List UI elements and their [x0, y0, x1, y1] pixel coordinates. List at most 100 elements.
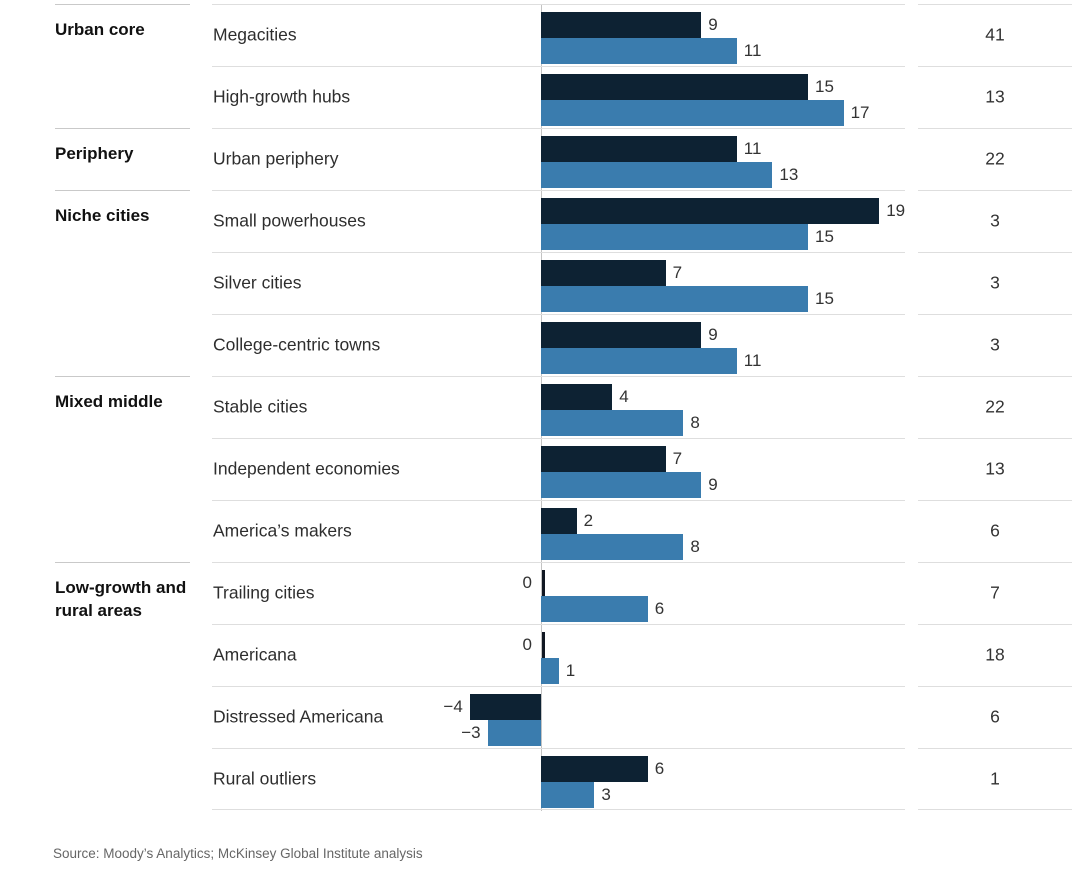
group-label: Mixed middle — [55, 392, 163, 411]
chart-row-plot: Trailing cities 0 6 — [212, 562, 905, 624]
category-label: Distressed Americana — [213, 706, 384, 727]
bar-value-label: 11 — [743, 139, 762, 158]
dark-navy-series-bar — [541, 198, 880, 224]
right-value-cell: 41 — [905, 4, 1080, 66]
dark-navy-series-bar — [541, 260, 666, 286]
bar-value-label: 11 — [743, 351, 762, 370]
right-value: 3 — [990, 272, 1000, 293]
chart-row: Low-growth and rural areas Trailing citie… — [0, 562, 1080, 624]
category-label: College-centric towns — [213, 334, 381, 355]
chart-row-plot: High-growth hubs 15 17 — [212, 66, 905, 128]
group-label: Periphery — [55, 144, 134, 163]
dark-navy-series-bar — [541, 136, 737, 162]
chart-row-plot: Rural outliers 6 3 — [212, 748, 905, 810]
blue-series-bar — [541, 534, 684, 560]
right-value-cell: 1 — [905, 748, 1080, 810]
dark-navy-series-bar — [541, 74, 808, 100]
blue-series-bar — [541, 38, 737, 64]
bar-value-label: 7 — [672, 263, 683, 282]
group-label-cell — [0, 252, 212, 314]
chart-row: Periphery Urban periphery 11 13 22 — [0, 128, 1080, 190]
right-value-cell: 3 — [905, 314, 1080, 376]
category-label: Megacities — [213, 24, 297, 45]
zero-tick — [542, 570, 545, 596]
blue-series-bar — [541, 224, 808, 250]
chart-row: Distressed Americana −4 −3 6 — [0, 686, 1080, 748]
chart-row-plot: Small powerhouses 19 15 — [212, 190, 905, 252]
chart-row-plot: Silver cities 7 15 — [212, 252, 905, 314]
chart-row: America’s makers 2 8 6 — [0, 500, 1080, 562]
dark-navy-series-bar — [541, 12, 702, 38]
dark-navy-series-bar — [541, 446, 666, 472]
zero-tick — [542, 632, 545, 658]
dark-navy-series-bar — [541, 322, 702, 348]
bar-value-label: 3 — [601, 785, 611, 804]
category-label: America’s makers — [213, 520, 352, 541]
right-value-cell: 22 — [905, 128, 1080, 190]
bar-value-label: 15 — [815, 77, 834, 96]
blue-series-bar — [541, 100, 844, 126]
chart-row: Mixed middle Stable cities 4 8 22 — [0, 376, 1080, 438]
chart-row-plot: Americana 0 1 — [212, 624, 905, 686]
bar-value-label: −4 — [443, 697, 463, 716]
dark-navy-series-bar — [541, 384, 613, 410]
right-value-cell: 7 — [905, 562, 1080, 624]
category-label: Rural outliers — [213, 768, 317, 789]
blue-series-bar — [541, 472, 702, 498]
right-value-cell: 3 — [905, 252, 1080, 314]
bar-value-label: 4 — [619, 387, 629, 406]
bar-value-label: 17 — [850, 103, 870, 122]
bar-value-label: 2 — [583, 511, 594, 530]
category-label: Small powerhouses — [213, 210, 366, 231]
group-label-cell: Periphery — [0, 128, 212, 190]
bar-value-label: 1 — [565, 661, 576, 680]
chart-row-plot: Megacities 9 11 — [212, 4, 905, 66]
blue-series-bar — [541, 348, 737, 374]
group-label-cell — [0, 500, 212, 562]
chart-row: Rural outliers 6 3 1 — [0, 748, 1080, 810]
right-value: 18 — [985, 644, 1005, 665]
right-value: 3 — [990, 210, 1000, 231]
blue-series-bar — [541, 410, 684, 436]
category-label: Trailing cities — [213, 582, 315, 603]
right-value-cell: 3 — [905, 190, 1080, 252]
right-value-cell: 6 — [905, 500, 1080, 562]
category-label: Independent economies — [213, 458, 400, 479]
right-value-cell: 13 — [905, 66, 1080, 128]
right-value: 41 — [985, 24, 1005, 45]
group-label-cell: Low-growth and rural areas — [0, 562, 212, 624]
group-label-cell: Urban core — [0, 4, 212, 66]
bar-value-label: 8 — [690, 413, 700, 432]
chart-row: Americana 0 1 18 — [0, 624, 1080, 686]
dark-navy-series-bar — [469, 694, 541, 720]
group-label-cell — [0, 624, 212, 686]
blue-series-bar — [541, 658, 559, 684]
bar-value-label: 6 — [654, 759, 665, 778]
bar-value-label: 9 — [708, 15, 718, 34]
bar-value-label: 15 — [815, 227, 834, 246]
right-value: 3 — [990, 334, 1000, 355]
bar-value-label: 15 — [815, 289, 834, 308]
right-value: 22 — [985, 148, 1005, 169]
right-value: 13 — [985, 458, 1005, 479]
chart-row-plot: Stable cities 4 8 — [212, 376, 905, 438]
chart-row: Independent economies 7 9 13 — [0, 438, 1080, 500]
group-label: Niche cities — [55, 206, 150, 225]
right-value: 13 — [985, 86, 1005, 107]
bar-value-label: 9 — [708, 475, 718, 494]
source-note: Source: Moody’s Analytics; McKinsey Glob… — [53, 846, 423, 861]
blue-series-bar — [541, 596, 648, 622]
chart-row-plot: Distressed Americana −4 −3 — [212, 686, 905, 748]
right-value-cell: 22 — [905, 376, 1080, 438]
right-value: 6 — [990, 706, 1000, 727]
right-value: 7 — [990, 582, 1000, 603]
right-value: 6 — [990, 520, 1000, 541]
chart-row-plot: Urban periphery 11 13 — [212, 128, 905, 190]
group-label: Urban core — [55, 20, 145, 39]
chart-row: Urban core Megacities 9 11 41 — [0, 4, 1080, 66]
blue-series-bar — [487, 720, 541, 746]
group-label-cell — [0, 66, 212, 128]
bar-value-label: 11 — [743, 41, 762, 60]
category-label: Americana — [213, 644, 297, 665]
